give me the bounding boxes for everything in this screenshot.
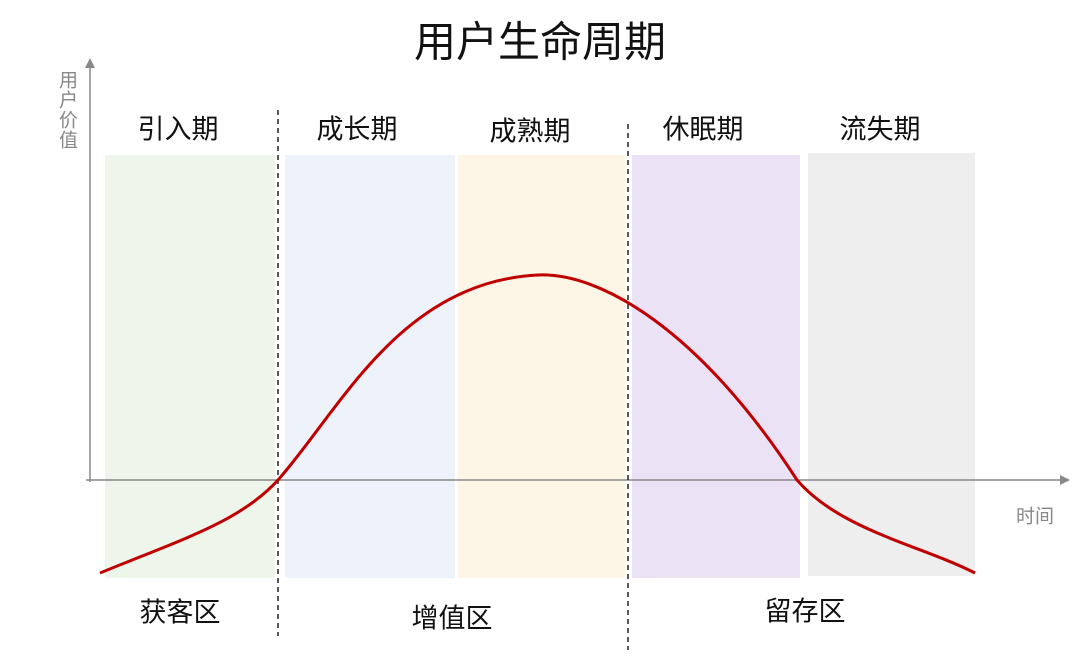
x-axis-label: 时间 xyxy=(1016,506,1054,528)
y-axis-label: 用户价值 xyxy=(56,70,78,150)
stage-label: 成熟期 xyxy=(490,117,571,148)
stage-label: 休眠期 xyxy=(663,115,744,146)
stage-panel xyxy=(285,155,455,578)
stage-panel xyxy=(808,153,975,576)
zone-label: 获客区 xyxy=(140,598,221,629)
zone-label: 增值区 xyxy=(412,604,493,635)
stage-label: 成长期 xyxy=(317,115,398,146)
lifecycle-curve xyxy=(99,273,976,575)
stage-panel xyxy=(105,155,275,578)
stage-panel xyxy=(458,155,625,578)
title: 用户生命周期 xyxy=(414,18,666,67)
stage-panel xyxy=(632,155,800,578)
zone-label: 留存区 xyxy=(765,597,846,628)
stage-label: 引入期 xyxy=(138,115,219,146)
stage-label: 流失期 xyxy=(840,115,921,146)
